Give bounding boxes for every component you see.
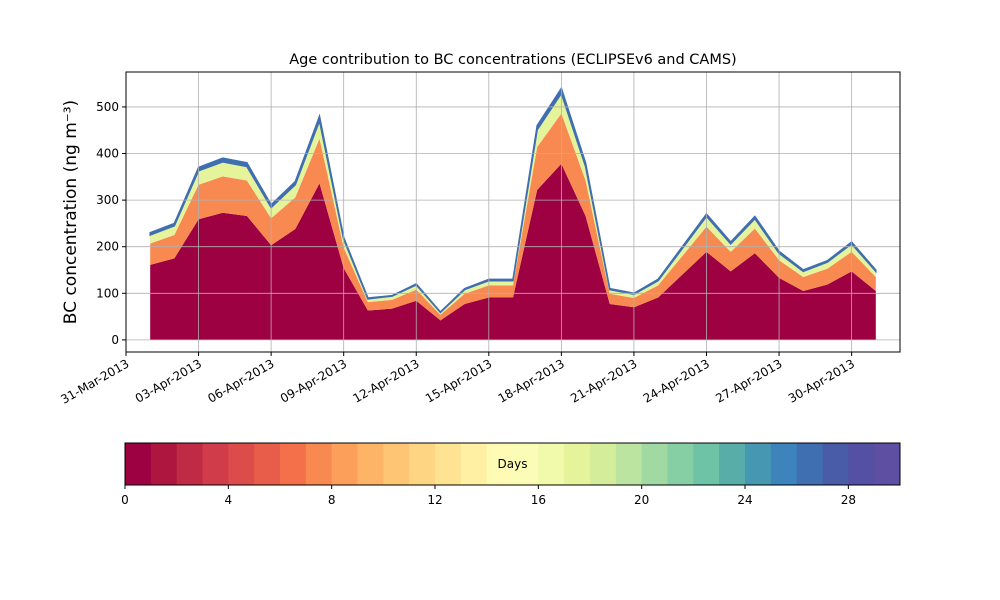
x-tick-label: 12-Apr-2013 [350,356,421,405]
x-tick-label: 09-Apr-2013 [278,356,349,405]
colorbar-swatch [745,443,772,485]
y-tick-label: 200 [96,240,119,254]
colorbar-swatch [125,443,152,485]
y-axis-label: BC concentration (ng m⁻³) [61,100,81,324]
colorbar-swatch [176,443,203,485]
colorbar-swatch [796,443,823,485]
colorbar-swatch [512,443,539,485]
area-layer [150,163,876,340]
x-tick-label: 15-Apr-2013 [423,356,494,405]
colorbar-swatch [331,443,358,485]
area-layer [150,113,876,321]
x-tick-label: 31-Mar-2013 [58,356,131,406]
y-tick-label: 100 [96,286,119,300]
colorbar-swatch [280,443,307,485]
colorbar-tick-label: 16 [531,493,546,507]
colorbar-swatch [409,443,436,485]
colorbar-tick-label: 24 [737,493,752,507]
colorbar-tick-label: 4 [225,493,233,507]
x-tick-label: 30-Apr-2013 [786,356,857,405]
colorbar-tick-label: 0 [121,493,129,507]
colorbar-swatch [538,443,565,485]
y-tick-label: 400 [96,147,119,161]
colorbar-swatch [150,443,178,485]
x-tick-label: 24-Apr-2013 [641,356,712,405]
colorbar-tick-label: 20 [634,493,649,507]
colorbar-swatch [486,443,513,485]
colorbar-swatch [460,443,488,485]
y-tick-label: 500 [96,100,119,114]
x-tick-label: 27-Apr-2013 [713,356,784,405]
colorbar-swatch [770,443,798,485]
x-tick-label: 18-Apr-2013 [496,356,567,405]
chart-title: Age contribution to BC concentrations (E… [289,52,736,68]
colorbar-swatch [667,443,694,485]
colorbar-swatch [305,443,333,485]
colorbar-swatch [874,443,901,485]
x-tick-label: 06-Apr-2013 [205,356,276,405]
colorbar-swatch [693,443,720,485]
colorbar-swatch [615,443,643,485]
colorbar-frame [124,442,901,486]
colorbar-swatch [590,443,617,485]
y-tick-label: 0 [111,333,119,347]
area-layer [149,86,877,314]
plot-frame [125,71,901,353]
colorbar-swatch [357,443,384,485]
colorbar-tick-label: 28 [841,493,856,507]
colorbar-swatch [848,443,875,485]
colorbar-swatch [822,443,849,485]
colorbar-swatch [641,443,668,485]
colorbar-swatch [435,443,462,485]
x-tick-label: 21-Apr-2013 [568,356,639,405]
colorbar-swatch [254,443,281,485]
colorbar-swatch [564,443,591,485]
colorbar-swatch [228,443,255,485]
colorbar-tick-label: 12 [427,493,442,507]
x-tick-label: 03-Apr-2013 [133,356,204,405]
colorbar-label: Days [498,457,528,471]
colorbar-swatch [719,443,746,485]
colorbar-swatch [202,443,229,485]
colorbar-tick-label: 8 [328,493,336,507]
y-tick-label: 300 [96,193,119,207]
colorbar-swatch [383,443,410,485]
